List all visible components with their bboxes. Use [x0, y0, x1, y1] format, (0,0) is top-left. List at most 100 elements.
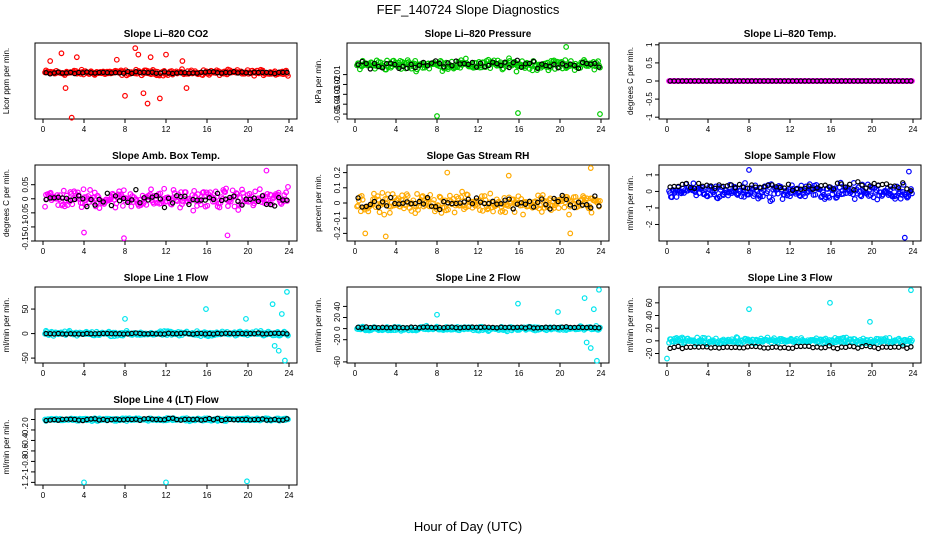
data-point: [223, 185, 229, 192]
overlay-point: [900, 343, 906, 349]
overlay-point: [420, 59, 427, 66]
data-point: [462, 204, 469, 211]
overlay-point: [108, 202, 115, 209]
data-point: [909, 190, 915, 197]
y-axis-label: ml/min per min.: [314, 298, 323, 353]
overlay-point: [424, 194, 431, 201]
overlay-point: [575, 65, 582, 71]
data-point-outlier: [434, 113, 440, 119]
overlay-point: [596, 64, 602, 70]
data-point: [256, 186, 263, 193]
x-tick-label: 8: [435, 247, 440, 256]
x-tick-label: 12: [162, 125, 171, 134]
data-point: [161, 185, 168, 192]
panel-title: Slope Gas Stream RH: [427, 151, 530, 162]
y-tick-label: 0.1: [333, 182, 342, 194]
overlay-point: [432, 203, 439, 210]
overlay-point: [165, 195, 172, 201]
data-point-outlier: [62, 85, 69, 91]
overlay-point: [712, 185, 718, 192]
data-point-outlier: [113, 56, 120, 63]
overlay-point: [137, 199, 143, 206]
data-point-outlier: [867, 318, 873, 325]
x-tick-label: 24: [909, 125, 918, 134]
y-tick-label: -0.04: [333, 95, 342, 114]
data-point-outlier: [122, 92, 128, 99]
y-tick-label: -20: [645, 347, 654, 359]
data-point: [520, 211, 526, 218]
data-point: [42, 203, 48, 210]
data-point: [455, 195, 462, 202]
y-tick-label: -0.4: [21, 433, 30, 447]
data-point: [143, 201, 150, 208]
overlay-point: [428, 60, 435, 66]
data-point: [119, 202, 126, 209]
data-point: [80, 186, 87, 193]
x-tick-label: 12: [474, 369, 483, 378]
overlay-point: [432, 58, 439, 64]
x-tick-label: 20: [244, 125, 253, 134]
x-tick-label: 4: [82, 247, 87, 256]
panel-title: Slope Li–820 CO2: [124, 29, 209, 40]
data-point: [458, 194, 465, 201]
overlay-point: [396, 65, 402, 72]
overlay-point: [116, 197, 123, 204]
overlay-point: [506, 196, 512, 202]
panel-3: Slope Li–820 Temp. degrees C per min. 0 4 8 1…: [626, 29, 922, 134]
y-axis-label: ml/min per min.: [626, 298, 635, 353]
x-tick-label: 12: [474, 247, 483, 256]
y-tick-label: -50: [21, 352, 30, 364]
data-point: [229, 187, 236, 194]
data-point: [742, 180, 748, 186]
x-tick-label: 4: [394, 369, 399, 378]
data-point: [239, 186, 245, 193]
x-tick-label: 8: [435, 125, 440, 134]
x-tick-label: 16: [515, 247, 524, 256]
data-point: [543, 198, 550, 205]
y-axis-label: kPa per min.: [314, 59, 323, 104]
overlay-point: [133, 186, 139, 193]
y-axis-label: ml/min per min.: [2, 420, 11, 475]
data-point: [404, 192, 411, 199]
data-point: [759, 193, 766, 200]
plot-frame: [658, 164, 922, 242]
x-tick-label: 20: [868, 125, 877, 134]
overlay-point: [539, 196, 545, 202]
x-tick-label: 24: [909, 369, 918, 378]
overlay-point: [437, 60, 443, 67]
x-tick-label: 20: [556, 369, 565, 378]
plot-frame: [34, 42, 298, 120]
data-point: [789, 182, 795, 189]
data-point: [583, 195, 590, 202]
overlay-point: [904, 186, 910, 192]
x-tick-label: 12: [786, 125, 795, 134]
x-tick-label: 4: [394, 125, 399, 134]
overlay-point: [404, 65, 410, 72]
data-point: [478, 193, 485, 200]
data-point-outlier: [278, 311, 285, 317]
x-tick-label: 4: [706, 125, 711, 134]
y-tick-label: 0: [333, 200, 342, 205]
data-point: [283, 189, 289, 196]
x-tick-label: 0: [353, 247, 358, 256]
overlay-point: [559, 61, 565, 67]
overlay-point: [571, 62, 578, 69]
y-axis-label: degrees C per min.: [626, 47, 635, 115]
overlay-point: [506, 64, 512, 71]
data-point: [812, 191, 819, 198]
overlay-point: [842, 184, 849, 190]
overlay-point: [420, 201, 427, 207]
overlay-point: [412, 200, 418, 207]
y-tick-label: -0.1: [21, 219, 30, 233]
y-tick-label: -0.6: [21, 443, 30, 457]
y-tick-label: 50: [21, 304, 30, 313]
overlay-point: [514, 57, 520, 64]
overlay-point: [392, 61, 398, 68]
data-point-outlier: [243, 315, 249, 322]
x-tick-label: 8: [123, 247, 128, 256]
data-point: [688, 337, 695, 344]
overlay-point: [284, 69, 290, 76]
overlay-point: [383, 203, 390, 209]
y-tick-label: 0: [333, 326, 342, 331]
